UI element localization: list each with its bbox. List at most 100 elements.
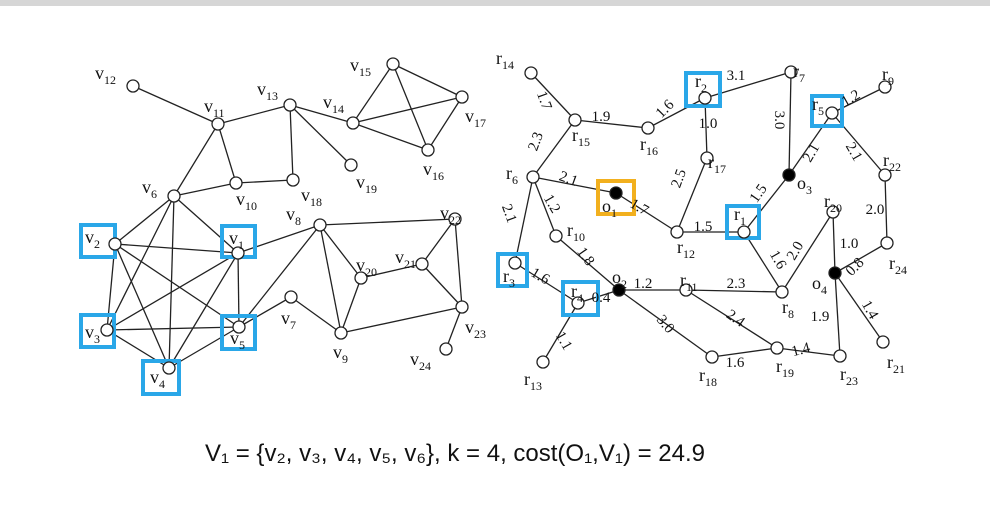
edge-weight-r6-r10: 1.2 (540, 192, 563, 216)
node-v13 (283, 98, 297, 112)
node-label-r7: r7 (793, 61, 805, 85)
edge-weight-r24-r22: 2.0 (866, 202, 885, 218)
edge-v15-v16 (392, 63, 429, 151)
node-label-r20: r20 (824, 191, 842, 215)
edge-v1-v4 (168, 252, 239, 369)
edge-v9-v20 (340, 277, 362, 334)
node-label-v6: v6 (142, 177, 157, 201)
node-label-r1: r1 (734, 204, 746, 228)
edge-v13-v19 (289, 104, 352, 166)
edge-weight-o4-r21: 1.4 (858, 298, 881, 323)
node-r18 (705, 350, 719, 364)
node-label-v23: v23 (465, 317, 486, 341)
node-label-r17: r17 (708, 152, 726, 176)
node-v8 (313, 218, 327, 232)
node-v14 (346, 116, 360, 130)
node-o3 (782, 168, 796, 182)
edge-weight-r20-o4: 1.0 (840, 236, 859, 252)
node-v6 (167, 189, 181, 203)
edge-weight-r5-o3: 2.1 (800, 141, 823, 165)
node-label-v9: v9 (333, 342, 348, 366)
node-label-v2: v2 (85, 227, 100, 251)
edge-weight-r12-r1: 1.5 (694, 219, 713, 235)
node-label-r6: r6 (506, 163, 518, 187)
edge-weight-r11-r8: 2.3 (727, 276, 746, 292)
node-label-v13: v13 (257, 79, 278, 103)
node-label-v8: v8 (286, 204, 301, 228)
edge-v13-v18 (289, 104, 294, 181)
edge-weight-r4-o2: 0.4 (592, 290, 611, 306)
edge-weight-r5-r22: 2.1 (842, 140, 865, 164)
node-label-v10: v10 (236, 189, 257, 213)
edge-r19-r23 (776, 347, 841, 357)
edge-v9-v23 (340, 306, 463, 334)
node-label-r16: r16 (640, 134, 658, 158)
node-label-r13: r13 (524, 369, 542, 393)
edge-r10-o2 (555, 235, 620, 291)
edge-v16-v17 (427, 96, 463, 151)
edge-weight-r15-r6: 2.3 (526, 130, 547, 153)
highlight-box-r2 (684, 71, 722, 108)
node-r9 (878, 80, 892, 94)
edge-weight-r7-o3: 3.0 (771, 111, 787, 130)
edge-v6-v1 (173, 195, 239, 254)
edge-o4-r21 (834, 272, 884, 343)
node-label-r21: r21 (887, 352, 905, 376)
node-r19 (770, 341, 784, 355)
node-label-v4: v4 (150, 367, 165, 391)
edge-v8-v22 (319, 218, 456, 226)
edge-r15-r6 (532, 119, 576, 178)
edge-r6-o1 (532, 176, 617, 194)
edge-v13-v14 (289, 104, 354, 124)
node-label-r9: r9 (882, 64, 894, 88)
node-v2 (108, 237, 122, 251)
highlight-box-r3 (496, 252, 529, 288)
highlight-box-r5 (810, 94, 844, 128)
node-label-v16: v16 (423, 159, 444, 183)
node-label-r12: r12 (677, 237, 695, 261)
node-label-r11: r11 (680, 270, 698, 294)
node-label-r24: r24 (889, 253, 907, 277)
node-label-r15: r15 (572, 125, 590, 149)
node-r20 (826, 205, 840, 219)
node-r11 (679, 283, 693, 297)
edge-weight-r16-r2: 1.6 (653, 97, 678, 122)
edge-v10-v18 (235, 179, 294, 184)
node-label-v15: v15 (350, 55, 371, 79)
node-label-v1: v1 (229, 228, 244, 252)
edge-v22-v23 (454, 218, 463, 308)
node-r5 (825, 106, 839, 120)
node-label-v14: v14 (323, 92, 344, 116)
node-label-r2: r2 (695, 71, 707, 95)
node-label-v20: v20 (356, 255, 377, 279)
node-r10 (549, 229, 563, 243)
edge-v11-v10 (217, 123, 237, 184)
node-label-r14: r14 (496, 48, 514, 72)
node-label-o4: o4 (812, 273, 827, 297)
node-label-v11: v11 (204, 96, 225, 120)
edge-v15-v17 (392, 63, 463, 98)
node-label-v19: v19 (356, 172, 377, 196)
edge-v8-v9 (319, 224, 342, 334)
edge-weight-r4-r13: 1.1 (552, 329, 575, 353)
node-v21 (415, 257, 429, 271)
node-r12 (670, 225, 684, 239)
edge-weight-r6-o1: 2.1 (557, 169, 580, 190)
edge-v8-v20 (319, 224, 362, 279)
node-r14 (524, 66, 538, 80)
node-label-v7: v7 (281, 308, 296, 332)
edge-o4-r24 (834, 242, 888, 274)
node-label-v18: v18 (301, 185, 322, 209)
figure-caption: V₁ = {v₂, v₃, v₄, v₅, v₆}, k = 4, cost(O… (204, 440, 706, 467)
edge-r7-o3 (788, 71, 792, 176)
edge-r17-r12 (676, 157, 708, 233)
node-label-r10: r10 (567, 220, 585, 244)
edge-o1-r12 (615, 192, 678, 233)
edge-weight-r2-r17: 1.0 (699, 116, 718, 132)
edge-weight-o4-r23: 1.9 (811, 309, 830, 325)
edge-v6-v2 (114, 195, 175, 245)
edge-v11-v6 (173, 123, 219, 197)
node-r2 (698, 91, 712, 105)
